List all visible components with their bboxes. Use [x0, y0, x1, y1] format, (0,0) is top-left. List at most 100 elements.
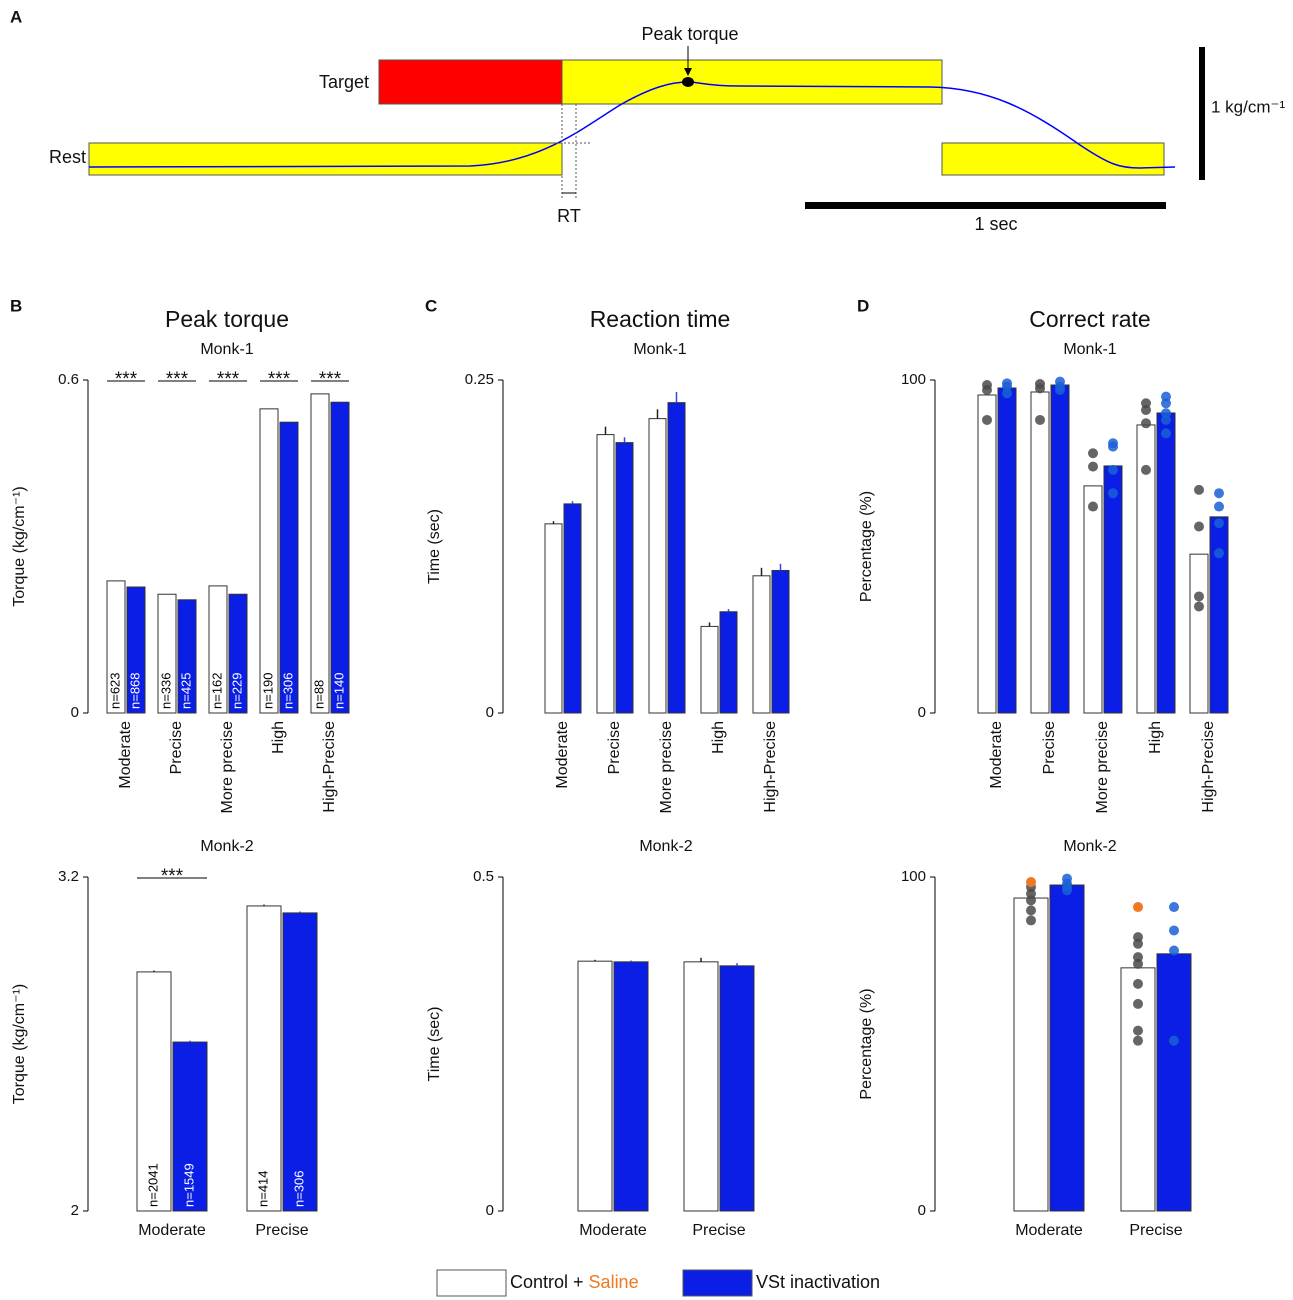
x-tick-label: High-Precise	[1200, 721, 1217, 813]
n-label: n=88	[311, 680, 326, 709]
session-point	[1062, 885, 1072, 896]
y-axis-label: Time (sec)	[426, 1007, 443, 1082]
bar	[1156, 953, 1192, 1212]
chart-subtitle: Monk-1	[1063, 341, 1116, 358]
chart-subtitle: Monk-1	[200, 341, 253, 358]
n-label: n=414	[255, 1170, 270, 1207]
session-point	[1108, 464, 1118, 475]
x-tick-label: High	[710, 721, 727, 754]
x-tick-label: More precise	[1094, 721, 1111, 814]
bar	[1050, 384, 1070, 714]
bar	[172, 1041, 208, 1212]
x-tick-label: High-Precise	[321, 721, 338, 813]
significance: ***	[115, 369, 138, 390]
bar	[997, 387, 1017, 714]
rest-label: Rest	[49, 147, 86, 167]
y-tick-label: 100	[901, 371, 926, 388]
session-point	[1194, 521, 1204, 532]
session-point	[1026, 915, 1036, 926]
diagram: A Peak torque Target Rest RT 1 kg/cm⁻¹ 1…	[10, 7, 1285, 233]
session-point	[1035, 414, 1045, 425]
significance: ***	[166, 369, 189, 390]
bar	[771, 569, 790, 714]
session-point	[982, 414, 992, 425]
n-label: n=162	[209, 672, 224, 709]
session-point	[1169, 925, 1179, 936]
bar	[310, 393, 330, 714]
bar	[977, 394, 997, 714]
x-tick-label: Moderate	[117, 721, 134, 789]
bar	[613, 961, 649, 1212]
x-tick-label: More precise	[658, 721, 675, 814]
session-point	[1133, 938, 1143, 949]
bar	[577, 960, 613, 1212]
session-point	[1108, 488, 1118, 499]
session-point	[1169, 1035, 1179, 1046]
x-tick-label: High	[270, 721, 287, 754]
chart-subtitle: Monk-2	[1063, 838, 1116, 855]
y-axis-label: Torque (kg/cm⁻¹)	[11, 486, 28, 606]
y-tick-label: 0.5	[473, 868, 494, 885]
x-tick-label: Precise	[1041, 721, 1058, 774]
session-point	[1133, 1025, 1143, 1036]
n-label: n=623	[107, 672, 122, 709]
session-point	[1133, 1035, 1143, 1046]
panel-label: D	[857, 296, 869, 315]
session-point	[1194, 601, 1204, 612]
panel-title: Peak torque	[165, 306, 289, 332]
session-point	[1214, 488, 1224, 499]
session-point	[1194, 484, 1204, 495]
y-tick-label: 2	[71, 1202, 79, 1219]
bar	[615, 442, 634, 714]
bar	[719, 611, 738, 714]
session-point	[1161, 428, 1171, 439]
x-tick-label: Precise	[606, 721, 623, 774]
bar	[177, 599, 197, 714]
panel-label: A	[10, 7, 22, 26]
panel-title: Correct rate	[1029, 306, 1150, 332]
scale-x-label: 1 sec	[974, 214, 1017, 234]
bar	[106, 580, 126, 714]
session-point	[1026, 895, 1036, 906]
y-tick-label: 0	[918, 704, 926, 721]
y-tick-label: 0	[918, 1202, 926, 1219]
n-label: n=229	[229, 672, 244, 709]
peak-dot	[682, 77, 694, 87]
legend: Control + Saline VSt inactivation	[436, 1269, 880, 1297]
bar	[1083, 485, 1103, 714]
session-point	[1133, 958, 1143, 969]
y-tick-label: 3.2	[58, 868, 79, 885]
session-point	[1088, 501, 1098, 512]
rest-zone	[88, 142, 563, 176]
scale-y-label: 1 kg/cm⁻¹	[1211, 97, 1285, 116]
session-point	[1169, 945, 1179, 956]
y-axis-label: Percentage (%)	[858, 491, 875, 602]
target-wait	[378, 59, 563, 105]
bar	[719, 965, 755, 1212]
x-tick-label: High	[1147, 721, 1164, 754]
y-tick-label: 0	[486, 704, 494, 721]
session-point	[1035, 383, 1045, 394]
bar	[1030, 391, 1050, 714]
n-label: n=306	[291, 1170, 306, 1207]
n-label: n=306	[280, 672, 295, 709]
session-point	[982, 384, 992, 395]
legend-saline: Saline	[589, 1272, 639, 1292]
session-point	[1026, 905, 1036, 916]
x-tick-label: Moderate	[1015, 1222, 1083, 1239]
significance: ***	[268, 369, 291, 390]
bar	[282, 912, 318, 1212]
bar	[246, 905, 282, 1212]
y-axis-label: Percentage (%)	[858, 988, 875, 1099]
significance: ***	[161, 866, 184, 887]
bar	[1103, 465, 1123, 714]
rt-label: RT	[557, 206, 581, 226]
y-axis-label: Time (sec)	[426, 509, 443, 584]
session-point	[1133, 978, 1143, 989]
n-label: n=336	[158, 672, 173, 709]
target-zone	[561, 59, 943, 105]
y-tick-label: 0	[71, 704, 79, 721]
saline-point	[1133, 902, 1143, 913]
y-tick-label: 100	[901, 868, 926, 885]
panel-label: B	[10, 296, 22, 315]
